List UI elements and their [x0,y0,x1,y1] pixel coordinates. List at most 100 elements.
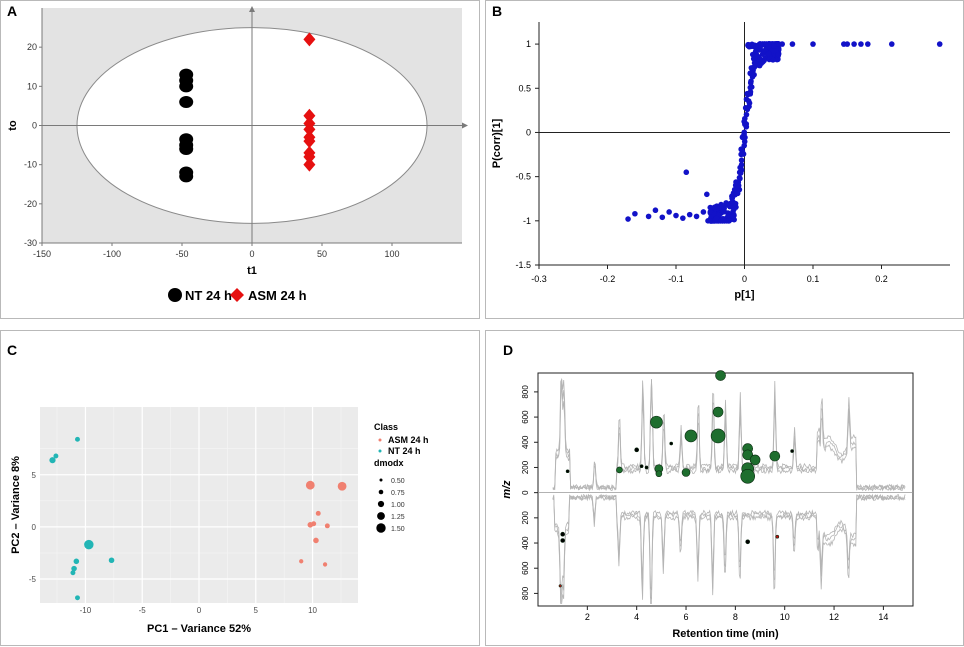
data-point-outlier [632,210,638,217]
data-point [748,78,754,85]
data-point-outlier [775,41,782,47]
y-tick-label: -0.5 [515,172,531,182]
legend-size-marker [379,478,383,482]
feature-point [681,468,691,477]
data-point-nt [179,170,194,183]
y-tick-label: 200 [521,460,530,474]
data-point-nt [179,96,194,108]
data-point [70,570,76,576]
data-point [713,215,720,221]
data-point [748,65,755,71]
feature-point [712,406,724,418]
y-axis-label: PC2 – Variance 8% [10,456,22,554]
data-point [49,457,56,464]
data-point-outlier [693,213,700,220]
x-tick-label: 6 [684,612,689,622]
data-point [745,42,751,49]
feature-point [669,441,674,446]
data-point [731,204,738,211]
data-point-asm [303,134,316,149]
panel-a-letter: A [7,3,18,19]
data-point [108,557,115,564]
legend-size-marker [378,489,384,495]
panel-c-frame [0,330,480,646]
legend-marker-nt [378,449,382,453]
legend-marker-nt [168,288,182,302]
data-point [731,186,738,193]
feature-point [742,449,754,461]
data-point-outlier [844,41,851,47]
x-tick-label: 12 [829,612,839,622]
data-point-outlier [704,191,710,198]
data-point-outlier [683,169,690,176]
data-point [299,559,304,564]
feature-point [634,447,639,453]
data-point [75,595,80,601]
y-tick-label: -10 [24,160,37,170]
data-point-outlier [707,204,714,211]
feature-point [558,584,562,588]
data-point [73,558,80,565]
data-point-outlier [700,209,707,215]
y-tick-label: 0 [32,523,37,532]
y-tick-label: 10 [27,81,37,91]
data-point [738,161,745,168]
data-point-outlier [652,207,659,214]
chromatogram-trace-upper [552,377,906,491]
x-axis-label: PC1 – Variance 52% [147,623,251,635]
y-tick-label: -1 [523,216,531,226]
data-point [720,216,727,222]
data-point [771,43,777,49]
legend-class-title: Class [374,422,398,432]
data-point [758,42,764,49]
y-tick-label: -1.5 [515,260,531,270]
y-tick-label: -20 [24,199,37,209]
y-tick-label: 800 [521,586,530,600]
data-point-asm [303,32,316,47]
legend-marker-asm [378,438,382,442]
x-tick-label: -150 [33,249,51,259]
data-point [742,120,748,126]
feature-point [715,370,726,381]
legend-label-nt: NT 24 h [185,288,232,303]
legend-size-marker [377,500,385,508]
feature-point [790,449,794,453]
x-tick-label: -0.3 [531,274,547,284]
data-point-outlier [858,41,864,47]
data-point [741,129,748,136]
data-point [729,195,735,202]
x-tick-label: 0.1 [807,274,820,284]
data-point [725,202,732,209]
data-point [760,48,767,54]
x-tick-label: -5 [139,606,147,615]
data-point [737,175,743,182]
x-tick-label: -0.1 [668,274,684,284]
legend-size-marker [376,523,386,533]
data-point [337,481,347,491]
feature-point [560,531,565,537]
data-point [732,182,739,189]
data-point-nt [179,143,194,155]
panel-a-frame [0,0,480,319]
legend-size-label: 0.50 [391,478,405,485]
x-tick-label: 0 [742,274,747,284]
data-point [71,565,77,572]
data-point-outlier [888,41,895,47]
legend-label-asm: ASM 24 h [388,435,429,445]
legend-size-title: dmodx [374,458,404,468]
feature-point [650,415,663,429]
data-point-outlier [645,213,652,220]
data-point-outlier [936,41,943,47]
feature-point [560,538,565,543]
legend-label-asm: ASM 24 h [248,288,307,303]
panel-d-letter: D [503,342,514,358]
data-point [738,157,745,164]
data-point [741,142,748,149]
y-axis-label: to [7,120,19,131]
y-tick-label: 400 [521,536,530,550]
data-point-outlier [666,209,672,215]
legend-size-label: 1.25 [391,514,405,521]
y-axis-label: P(corr)[1] [491,118,503,168]
